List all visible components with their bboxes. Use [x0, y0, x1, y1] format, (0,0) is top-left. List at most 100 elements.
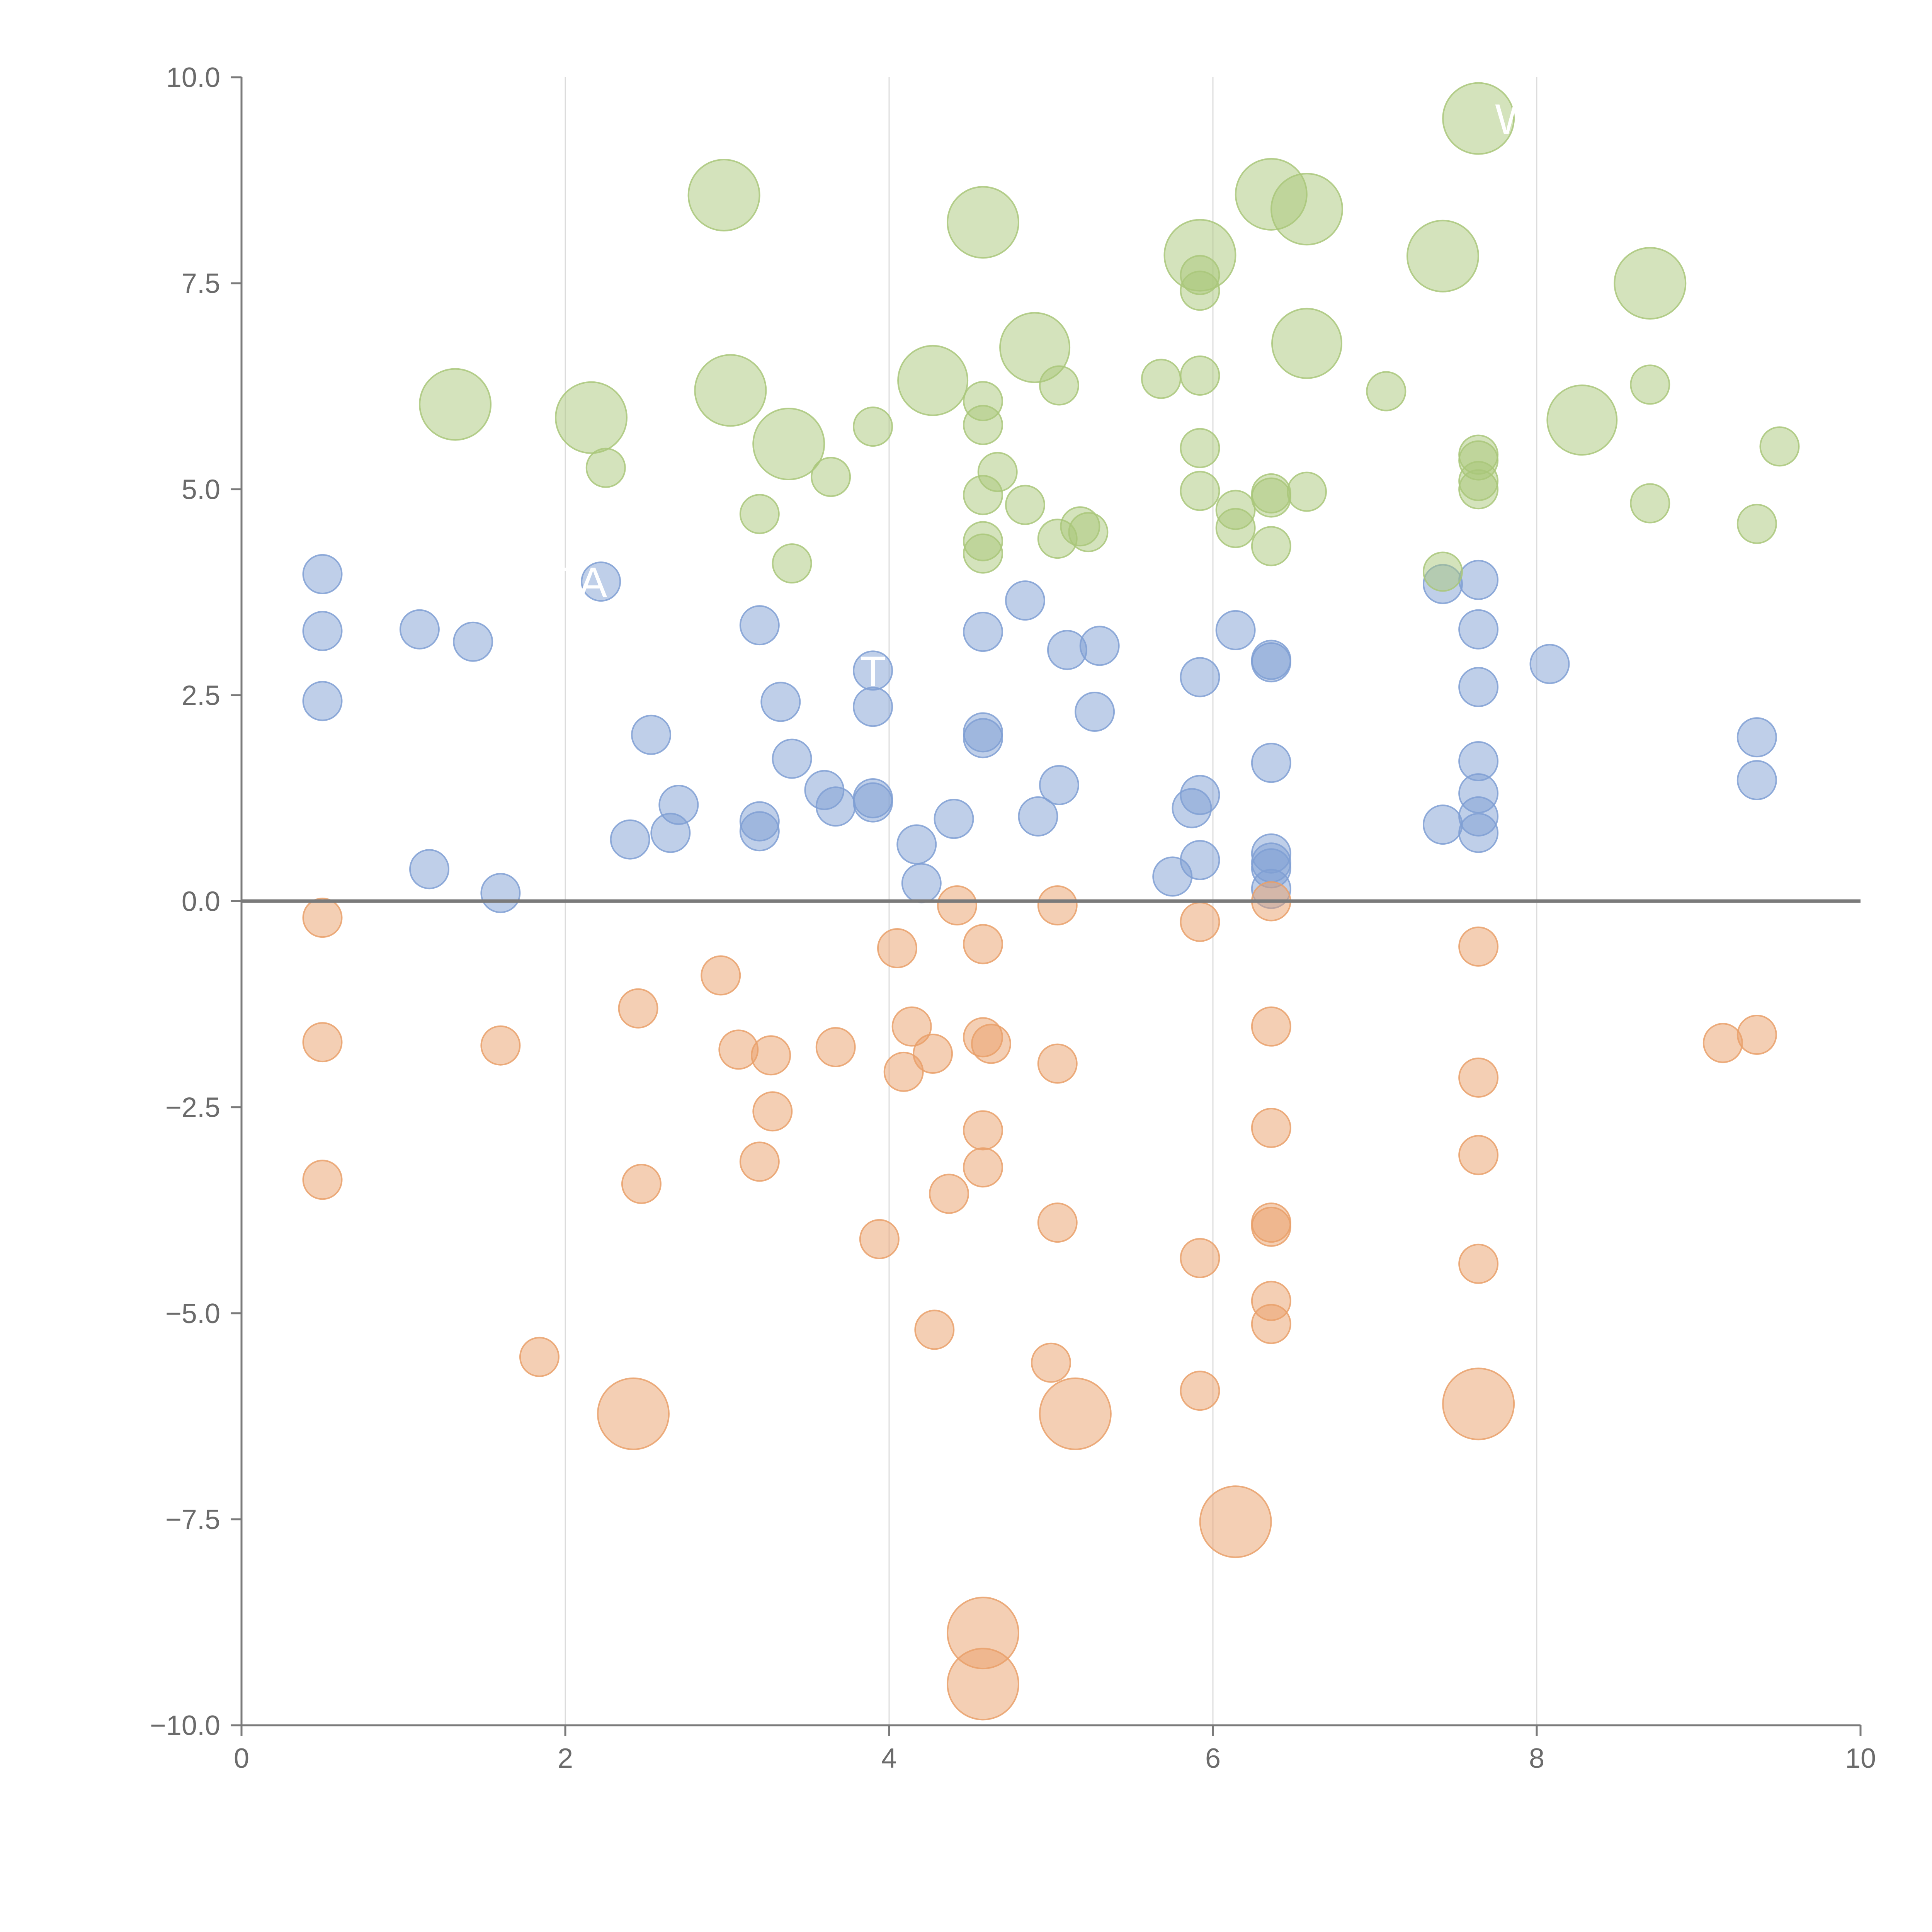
green-bubble — [1630, 364, 1670, 405]
axis-ticks: 0 2 4 6 8 10 10.0 7.5 5.0 2.5 0.0 −2.5 −5.0 −7.5 −10.0 — [150, 62, 1876, 1774]
orange-bubble — [1702, 1023, 1743, 1063]
bubble-label: TA — [556, 559, 607, 606]
data-marks — [302, 82, 1800, 1721]
blue-bubble — [1736, 717, 1777, 758]
x-tick-label: 8 — [1529, 1743, 1544, 1774]
green-bubble — [963, 475, 1003, 515]
blue-bubble — [739, 605, 780, 646]
bubble-label: T — [860, 648, 886, 695]
blue-bubble — [739, 811, 780, 852]
blue-bubble — [853, 782, 893, 823]
blue-bubble — [1251, 642, 1291, 683]
blue-bubble — [1079, 626, 1120, 666]
orange-bubble — [947, 1648, 1020, 1721]
blue-bubble — [631, 714, 672, 755]
orange-bubble — [883, 1051, 924, 1092]
y-tick-label: −5.0 — [165, 1298, 220, 1329]
blue-bubble — [1152, 856, 1193, 897]
x-tick-label: 0 — [234, 1743, 249, 1774]
orange-bubble — [1037, 885, 1078, 926]
blue-bubble — [963, 718, 1003, 759]
blue-bubble — [610, 819, 650, 860]
blue-bubble — [1018, 796, 1058, 837]
orange-bubble — [1458, 926, 1499, 967]
orange-bubble — [1199, 1485, 1272, 1558]
orange-bubble — [751, 1035, 791, 1076]
orange-bubble — [914, 1310, 955, 1350]
y-tick-label: −2.5 — [165, 1092, 220, 1123]
green-bubble — [1141, 359, 1181, 399]
orange-bubble — [618, 988, 658, 1029]
blue-bubble — [581, 561, 621, 602]
x-tick-label: 4 — [881, 1743, 897, 1774]
orange-bubble — [1251, 1006, 1291, 1047]
green-bubble — [1614, 247, 1687, 320]
orange-bubble — [302, 898, 343, 938]
blue-bubble — [1458, 609, 1499, 650]
y-tick-label: 5.0 — [182, 474, 220, 505]
orange-bubble — [859, 1219, 900, 1259]
blue-bubble — [399, 609, 440, 650]
green-bubble — [1251, 477, 1291, 518]
y-tick-label: 2.5 — [182, 680, 220, 711]
green-bubble — [739, 494, 780, 534]
orange-bubble — [1458, 1135, 1499, 1175]
blue-bubble — [1075, 692, 1115, 732]
green-bubble — [1251, 526, 1291, 566]
orange-bubble — [1037, 1202, 1078, 1243]
green-bubble — [1366, 371, 1406, 412]
orange-bubble — [1180, 1238, 1220, 1278]
green-bubble — [1180, 270, 1220, 311]
orange-bubble — [1031, 1342, 1071, 1383]
green-bubble — [1630, 483, 1670, 524]
blue-bubble — [1736, 760, 1777, 801]
orange-bubble — [1458, 1243, 1499, 1284]
blue-bubble — [453, 621, 493, 662]
blue-bubble — [853, 687, 893, 727]
orange-bubble — [302, 1160, 343, 1200]
green-bubble — [1406, 219, 1479, 293]
orange-bubble — [815, 1027, 856, 1067]
blue-bubble — [896, 824, 937, 865]
blue-bubble — [1458, 813, 1499, 853]
green-bubble — [811, 457, 851, 497]
green-bubble — [1180, 428, 1220, 468]
orange-bubble — [1039, 1377, 1112, 1450]
blue-bubble — [302, 611, 343, 651]
orange-bubble — [519, 1337, 560, 1377]
orange-bubble — [621, 1163, 662, 1204]
green-bubble — [585, 447, 626, 488]
blue-bubble — [815, 786, 856, 827]
orange-bubble — [1180, 1371, 1220, 1411]
orange-bubble — [1736, 1014, 1777, 1055]
orange-bubble — [1251, 1206, 1291, 1247]
green-bubble — [853, 406, 893, 447]
green-bubble — [1271, 308, 1343, 379]
x-tick-label: 10 — [1845, 1743, 1876, 1774]
blue-bubble — [1529, 644, 1570, 684]
green-bubble — [1442, 82, 1515, 155]
orange-bubble — [701, 955, 741, 996]
green-bubble — [897, 345, 969, 416]
y-tick-label: 0.0 — [182, 886, 220, 917]
green-bubble — [772, 543, 812, 584]
green-bubble — [419, 368, 492, 441]
orange-bubble — [1180, 901, 1220, 942]
blue-bubble — [302, 554, 343, 594]
blue-bubble — [772, 738, 812, 779]
orange-bubble — [1037, 1043, 1078, 1084]
green-bubble — [752, 407, 825, 480]
green-bubble — [1458, 469, 1499, 510]
orange-bubble — [1458, 1057, 1499, 1098]
blue-bubble — [658, 784, 699, 825]
blue-bubble — [1458, 560, 1499, 600]
y-tick-label: 7.5 — [182, 268, 220, 299]
orange-bubble — [891, 1006, 932, 1047]
y-tick-label: −10.0 — [150, 1710, 220, 1741]
orange-bubble — [929, 1173, 969, 1214]
green-bubble — [1546, 384, 1618, 456]
blue-bubble — [963, 612, 1003, 652]
blue-bubble — [1005, 580, 1045, 621]
green-bubble — [1759, 426, 1800, 467]
